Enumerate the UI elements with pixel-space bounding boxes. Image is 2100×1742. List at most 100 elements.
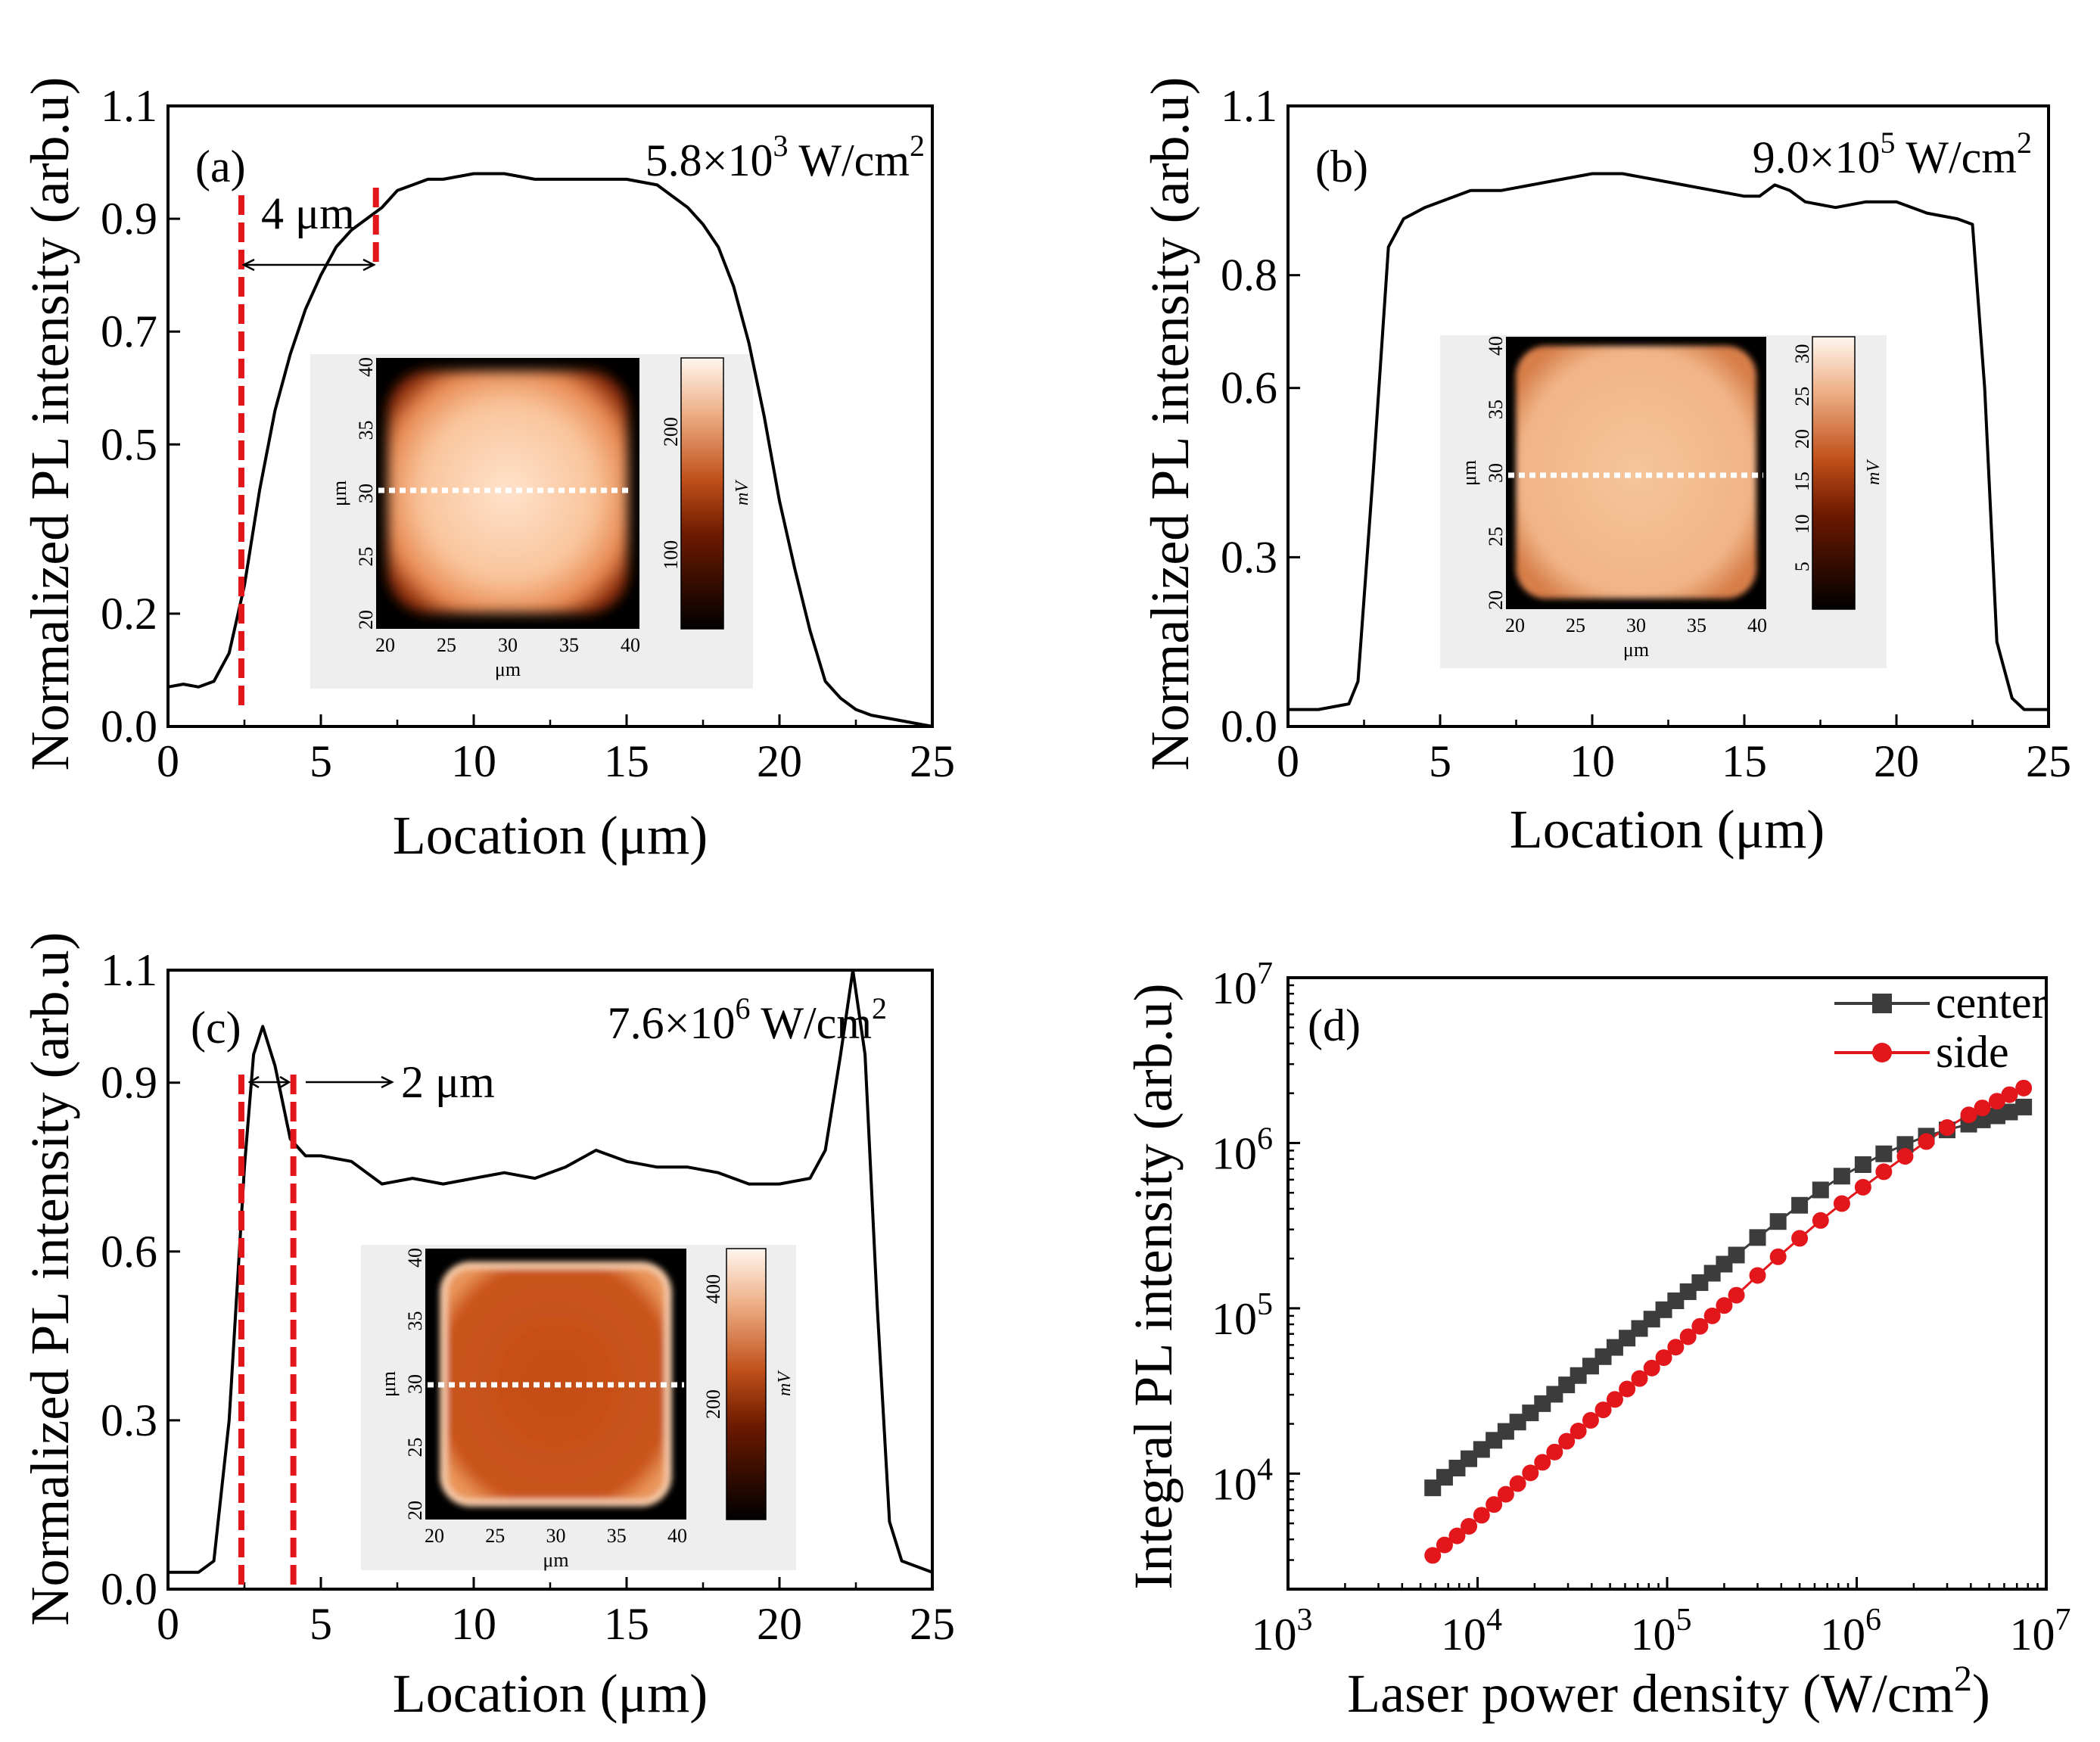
side-point [1546,1443,1563,1460]
y-tick-label: 0.6 [101,1227,157,1277]
side-point [1424,1547,1442,1564]
inset-y-tick-label: 35 [404,1311,426,1331]
center-point [1896,1136,1914,1153]
panel-d-legend: center side [1834,978,2047,1077]
side-point [1960,1106,1977,1124]
y-tick-label: 104 [1212,1452,1273,1509]
panel-c-width-note: 2 μm [401,1057,495,1107]
y-tick-label: 0.5 [101,419,157,469]
y-tick-label: 1.1 [1221,81,1277,131]
panel-d-ylabel: Integral PL intensity (arb.u) [1123,983,1184,1589]
inset-x-tick-label: 20 [425,1525,444,1547]
legend-center-marker [1872,994,1892,1013]
side-point [2001,1086,2018,1103]
center-point [1854,1156,1871,1174]
side-point [1497,1485,1514,1503]
side-point [1939,1119,1956,1137]
panel-d-series [1424,1079,2033,1564]
inset-x-tick-label: 20 [1505,614,1525,636]
panel-a-inset-ticks: 20 20 25 25 30 30 35 35 40 40 μm μm 100 200 mV [328,357,752,680]
panel-b-ticks: 0 5 10 15 20 25 0.0 0.3 0.6 0.8 1.1 [1221,81,2071,786]
side-point [1655,1349,1672,1367]
x-tick-label: 10 [451,736,496,786]
colorbar-tick-label: 200 [702,1389,724,1419]
x-tick-label: 25 [910,1599,955,1649]
inset-y-tick-label: 25 [404,1438,426,1457]
center-point [1436,1469,1453,1486]
inset-x-axis-label: μm [543,1549,568,1571]
inset-y-tick-label: 25 [1485,527,1507,546]
panel-d-ticks: 103 104 105 106 107 104 105 106 107 [1212,957,2071,1660]
x-tick-label: 20 [1874,736,1919,786]
side-point [1619,1380,1636,1398]
inset-x-tick-label: 30 [498,634,518,656]
colorbar-label: mV [1864,459,1884,485]
x-tick-label: 0 [157,736,179,786]
x-tick-label: 25 [2026,736,2071,786]
side-point [1522,1464,1539,1482]
panel-c-density: 7.6×106 W/cm2 [608,991,887,1048]
center-point [1749,1229,1766,1246]
side-point [1833,1195,1850,1212]
inset-y-tick-label: 40 [355,357,377,377]
panel-a-width-arrow [241,258,376,272]
inset-y-axis-label: μm [328,481,350,506]
x-tick-label: 0 [1277,736,1299,786]
panel-c-xlabel: Location (μm) [393,1663,708,1724]
colorbar-tick-label: 15 [1791,471,1813,491]
panel-b-colorbar [1812,336,1856,610]
panel-a-density: 5.8×103 W/cm2 [646,129,925,185]
x-tick-label: 15 [1722,736,1767,786]
x-tick-label: 20 [757,1599,802,1649]
side-point [1812,1212,1829,1229]
center-point [1582,1358,1599,1375]
side-point [1534,1454,1551,1471]
y-tick-label: 1.1 [101,81,157,131]
inset-y-axis-label: μm [1458,460,1480,486]
inset-y-tick-label: 20 [1485,590,1507,610]
x-tick-label: 5 [310,1599,332,1649]
y-tick-label: 0.0 [101,701,157,751]
side-point [1896,1148,1914,1165]
center-point [1769,1213,1787,1230]
center-point [1509,1414,1526,1431]
x-tick-label: 104 [1441,1603,1502,1660]
side-point [1728,1286,1745,1304]
inset-y-tick-label: 40 [404,1248,426,1268]
colorbar-tick-label: 200 [660,417,682,446]
inset-x-tick-label: 40 [667,1525,687,1547]
colorbar-tick-label: 25 [1791,387,1813,406]
x-tick-label: 15 [604,1599,649,1649]
colorbar-tick-label: 5 [1791,561,1813,571]
inset-x-tick-label: 40 [621,634,640,656]
inset-y-tick-label: 20 [355,610,377,630]
y-tick-label: 0.2 [101,589,157,639]
y-tick-label: 0.3 [101,1395,157,1445]
inset-x-tick-label: 30 [546,1525,566,1547]
side-point [1679,1328,1697,1345]
inset-x-tick-label: 25 [485,1525,505,1547]
inset-y-tick-label: 25 [355,547,377,567]
panel-d-axes-frame [1286,976,2048,1591]
panel-b-curve [1288,172,2049,711]
side-point [1582,1411,1599,1429]
center-point [1461,1450,1478,1467]
inset-y-tick-label: 30 [404,1374,426,1394]
center-point [1974,1111,1991,1128]
colorbar-tick-label: 10 [1791,515,1813,534]
side-point [1436,1536,1453,1554]
panel-c-ticks: 0 5 10 15 20 25 0.0 0.3 0.6 0.9 1.1 [101,945,955,1649]
inset-x-tick-label: 35 [1687,614,1706,636]
panel-b-density: 9.0×105 W/cm2 [1753,126,2032,182]
panel-c-curve [168,969,933,1574]
side-point [1769,1248,1787,1265]
x-tick-label: 103 [1252,1603,1313,1660]
inset-y-tick-label: 30 [1485,463,1507,483]
colorbar-tick-label: 400 [702,1274,724,1304]
colorbar-tick-label: 30 [1791,344,1813,364]
panel-a-colorbar [680,357,724,630]
panel-b-label: (b) [1315,142,1368,191]
side-point [1473,1507,1490,1524]
inset-x-tick-label: 20 [375,634,395,656]
panel-b-ylabel: Normalized PL intensity (arb.u) [1140,76,1200,770]
